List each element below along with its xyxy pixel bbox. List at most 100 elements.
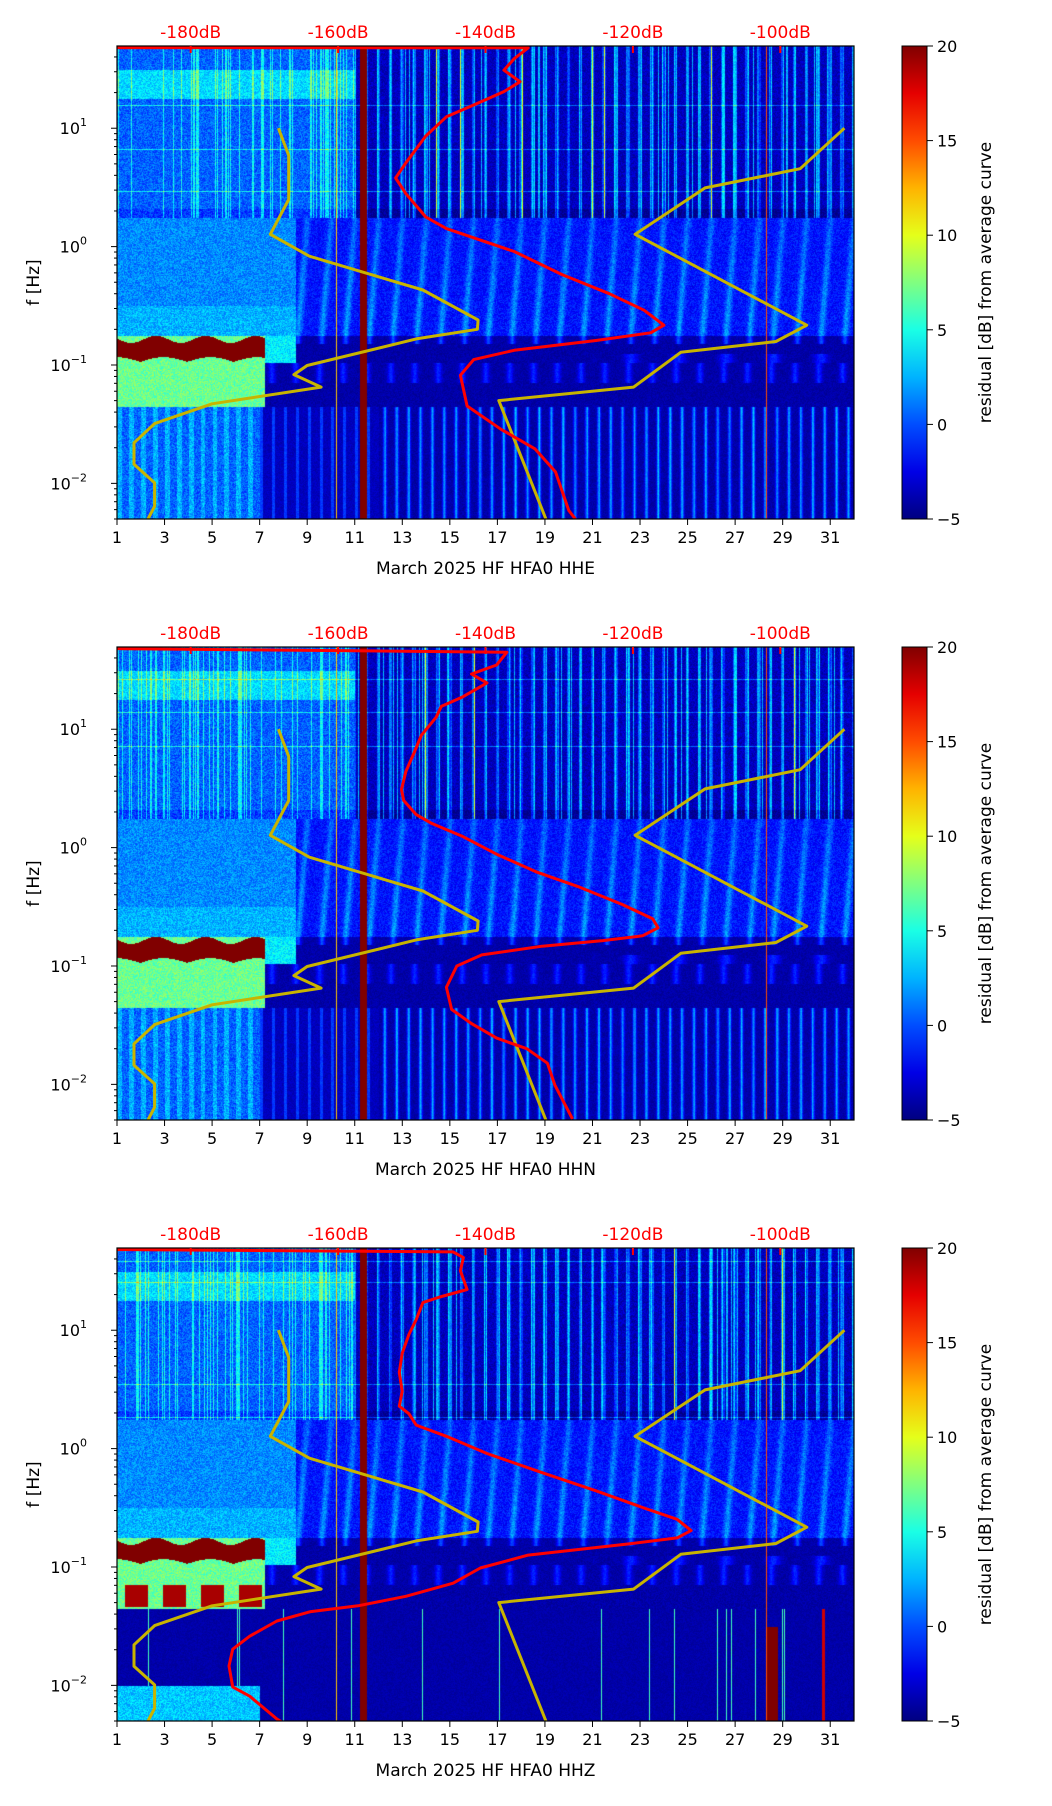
y-tick-base: 10	[50, 474, 70, 493]
y-tick-base: 10	[50, 1558, 70, 1577]
x-tick-label: 31	[820, 528, 840, 547]
x-tick-label: 29	[772, 528, 792, 547]
x-tick-label: 3	[159, 528, 169, 547]
x-tick-label: 19	[535, 1730, 555, 1749]
plot-frame	[116, 646, 855, 1121]
x-tick-label: 23	[630, 1129, 650, 1148]
colorbar-tick-label: 10	[937, 226, 957, 245]
colorbar-tick-label: 0	[937, 1016, 947, 1035]
top-db-label: -100dB	[750, 1225, 811, 1245]
spectrogram-heatmap	[117, 647, 854, 1120]
curves	[117, 1248, 846, 1721]
x-tick-label: 19	[535, 1129, 555, 1148]
x-tick-label: 29	[772, 1730, 792, 1749]
colorbar-label: residual [dB] from average curve	[976, 743, 996, 1024]
y-tick-base: 10	[60, 238, 80, 257]
y-tick-base: 10	[60, 1440, 80, 1459]
y-tick-exponent: −1	[71, 353, 87, 366]
y-axis-label: f [Hz]	[24, 1461, 44, 1507]
x-tick-label: 1	[112, 1129, 122, 1148]
colorbar-tick-label: 10	[937, 1428, 957, 1447]
x-tick-label: 3	[159, 1730, 169, 1749]
y-tick-label: 10−2	[50, 1673, 87, 1695]
colorbar-tick-label: 15	[937, 132, 957, 151]
top-db-label: -180dB	[160, 23, 221, 43]
x-tick-label: 21	[582, 1730, 602, 1749]
y-tick-label: 100	[60, 1437, 87, 1459]
colorbar-tick-label: −5	[937, 1712, 961, 1731]
x-tick-label: 29	[772, 1129, 792, 1148]
x-tick-label: 21	[582, 528, 602, 547]
colorbar-tick-label: 0	[937, 1617, 947, 1636]
spectrogram-panel-0: 1 3 5 7 9 11 13 15 17 19 21 23 25 27 29 31 -180dB -160dB -…	[0, 0, 1052, 601]
colorbar-tick-label: 20	[937, 37, 957, 56]
top-db-label: -160dB	[308, 624, 369, 644]
colorbar-tick-label: −5	[937, 1111, 961, 1130]
colorbar	[901, 646, 928, 1121]
x-tick-label: 13	[392, 1129, 412, 1148]
colorbar-tick-label: 10	[937, 827, 957, 846]
colorbar	[901, 45, 928, 520]
x-tick-label: 7	[255, 1730, 265, 1749]
x-tick-label: 11	[345, 1730, 365, 1749]
y-tick-label: 10−1	[50, 954, 87, 976]
x-tick-label: 15	[440, 528, 460, 547]
colorbar-tick-label: 5	[937, 321, 947, 340]
y-tick-base: 10	[50, 356, 70, 375]
spectrogram-panel-1: 1 3 5 7 9 11 13 15 17 19 21 23 25 27 29 31 -180dB -160dB -…	[0, 601, 1052, 1202]
x-tick-label: 9	[302, 1129, 312, 1148]
x-tick-label: 19	[535, 528, 555, 547]
y-tick-label: 10−2	[50, 1072, 87, 1094]
x-tick-label: 13	[392, 528, 412, 547]
x-tick-label: 15	[440, 1129, 460, 1148]
y-tick-exponent: −2	[71, 1673, 87, 1686]
x-tick-label: 1	[112, 1730, 122, 1749]
y-tick-exponent: 0	[80, 1437, 87, 1450]
y-axis-label: f [Hz]	[24, 259, 44, 305]
colorbar-label: residual [dB] from average curve	[976, 142, 996, 423]
x-tick-label: 9	[302, 528, 312, 547]
nlnm-curve	[132, 127, 480, 519]
top-db-label: -140dB	[455, 1225, 516, 1245]
y-tick-base: 10	[60, 720, 80, 739]
x-tick-label: 5	[207, 1129, 217, 1148]
x-axis-label: March 2025 HF HFA0 HHN	[375, 1160, 596, 1180]
y-tick-label: 10−1	[50, 1555, 87, 1577]
plot-frame	[116, 1247, 855, 1722]
median-psd-curve	[117, 647, 660, 1120]
x-tick-label: 9	[302, 1730, 312, 1749]
x-tick-label: 5	[207, 1730, 217, 1749]
colorbar-tick-label: 20	[937, 638, 957, 657]
nlnm-curve	[132, 728, 480, 1120]
colorbar-tick-label: 15	[937, 733, 957, 752]
y-tick-base: 10	[50, 957, 70, 976]
top-db-label: -140dB	[455, 624, 516, 644]
y-tick-label: 101	[60, 1318, 87, 1340]
x-tick-label: 25	[677, 1730, 697, 1749]
top-db-label: -100dB	[750, 624, 811, 644]
top-db-label: -180dB	[160, 1225, 221, 1245]
x-tick-label: 11	[345, 1129, 365, 1148]
colorbar-tick-label: 5	[937, 922, 947, 941]
y-tick-exponent: 1	[80, 1318, 87, 1331]
y-tick-exponent: 0	[80, 836, 87, 849]
y-tick-exponent: 1	[80, 717, 87, 730]
axes-overlay: 1 3 5 7 9 11 13 15 17 19 21 23 25 27 29 31-180dB -160dB -…	[24, 1225, 996, 1781]
x-tick-label: 25	[677, 1129, 697, 1148]
x-tick-label: 27	[725, 528, 745, 547]
colorbar-label: residual [dB] from average curve	[976, 1344, 996, 1625]
top-db-label: -100dB	[750, 23, 811, 43]
y-tick-exponent: −2	[71, 471, 87, 484]
x-tick-label: 17	[487, 528, 507, 547]
x-tick-label: 7	[255, 528, 265, 547]
y-tick-exponent: 1	[80, 116, 87, 129]
x-tick-label: 17	[487, 1730, 507, 1749]
top-db-label: -180dB	[160, 624, 221, 644]
y-tick-base: 10	[50, 1075, 70, 1094]
colorbar-tick-label: 20	[937, 1239, 957, 1258]
x-tick-label: 31	[820, 1730, 840, 1749]
y-tick-base: 10	[60, 1321, 80, 1340]
x-tick-label: 5	[207, 528, 217, 547]
y-tick-label: 100	[60, 836, 87, 858]
x-tick-label: 31	[820, 1129, 840, 1148]
